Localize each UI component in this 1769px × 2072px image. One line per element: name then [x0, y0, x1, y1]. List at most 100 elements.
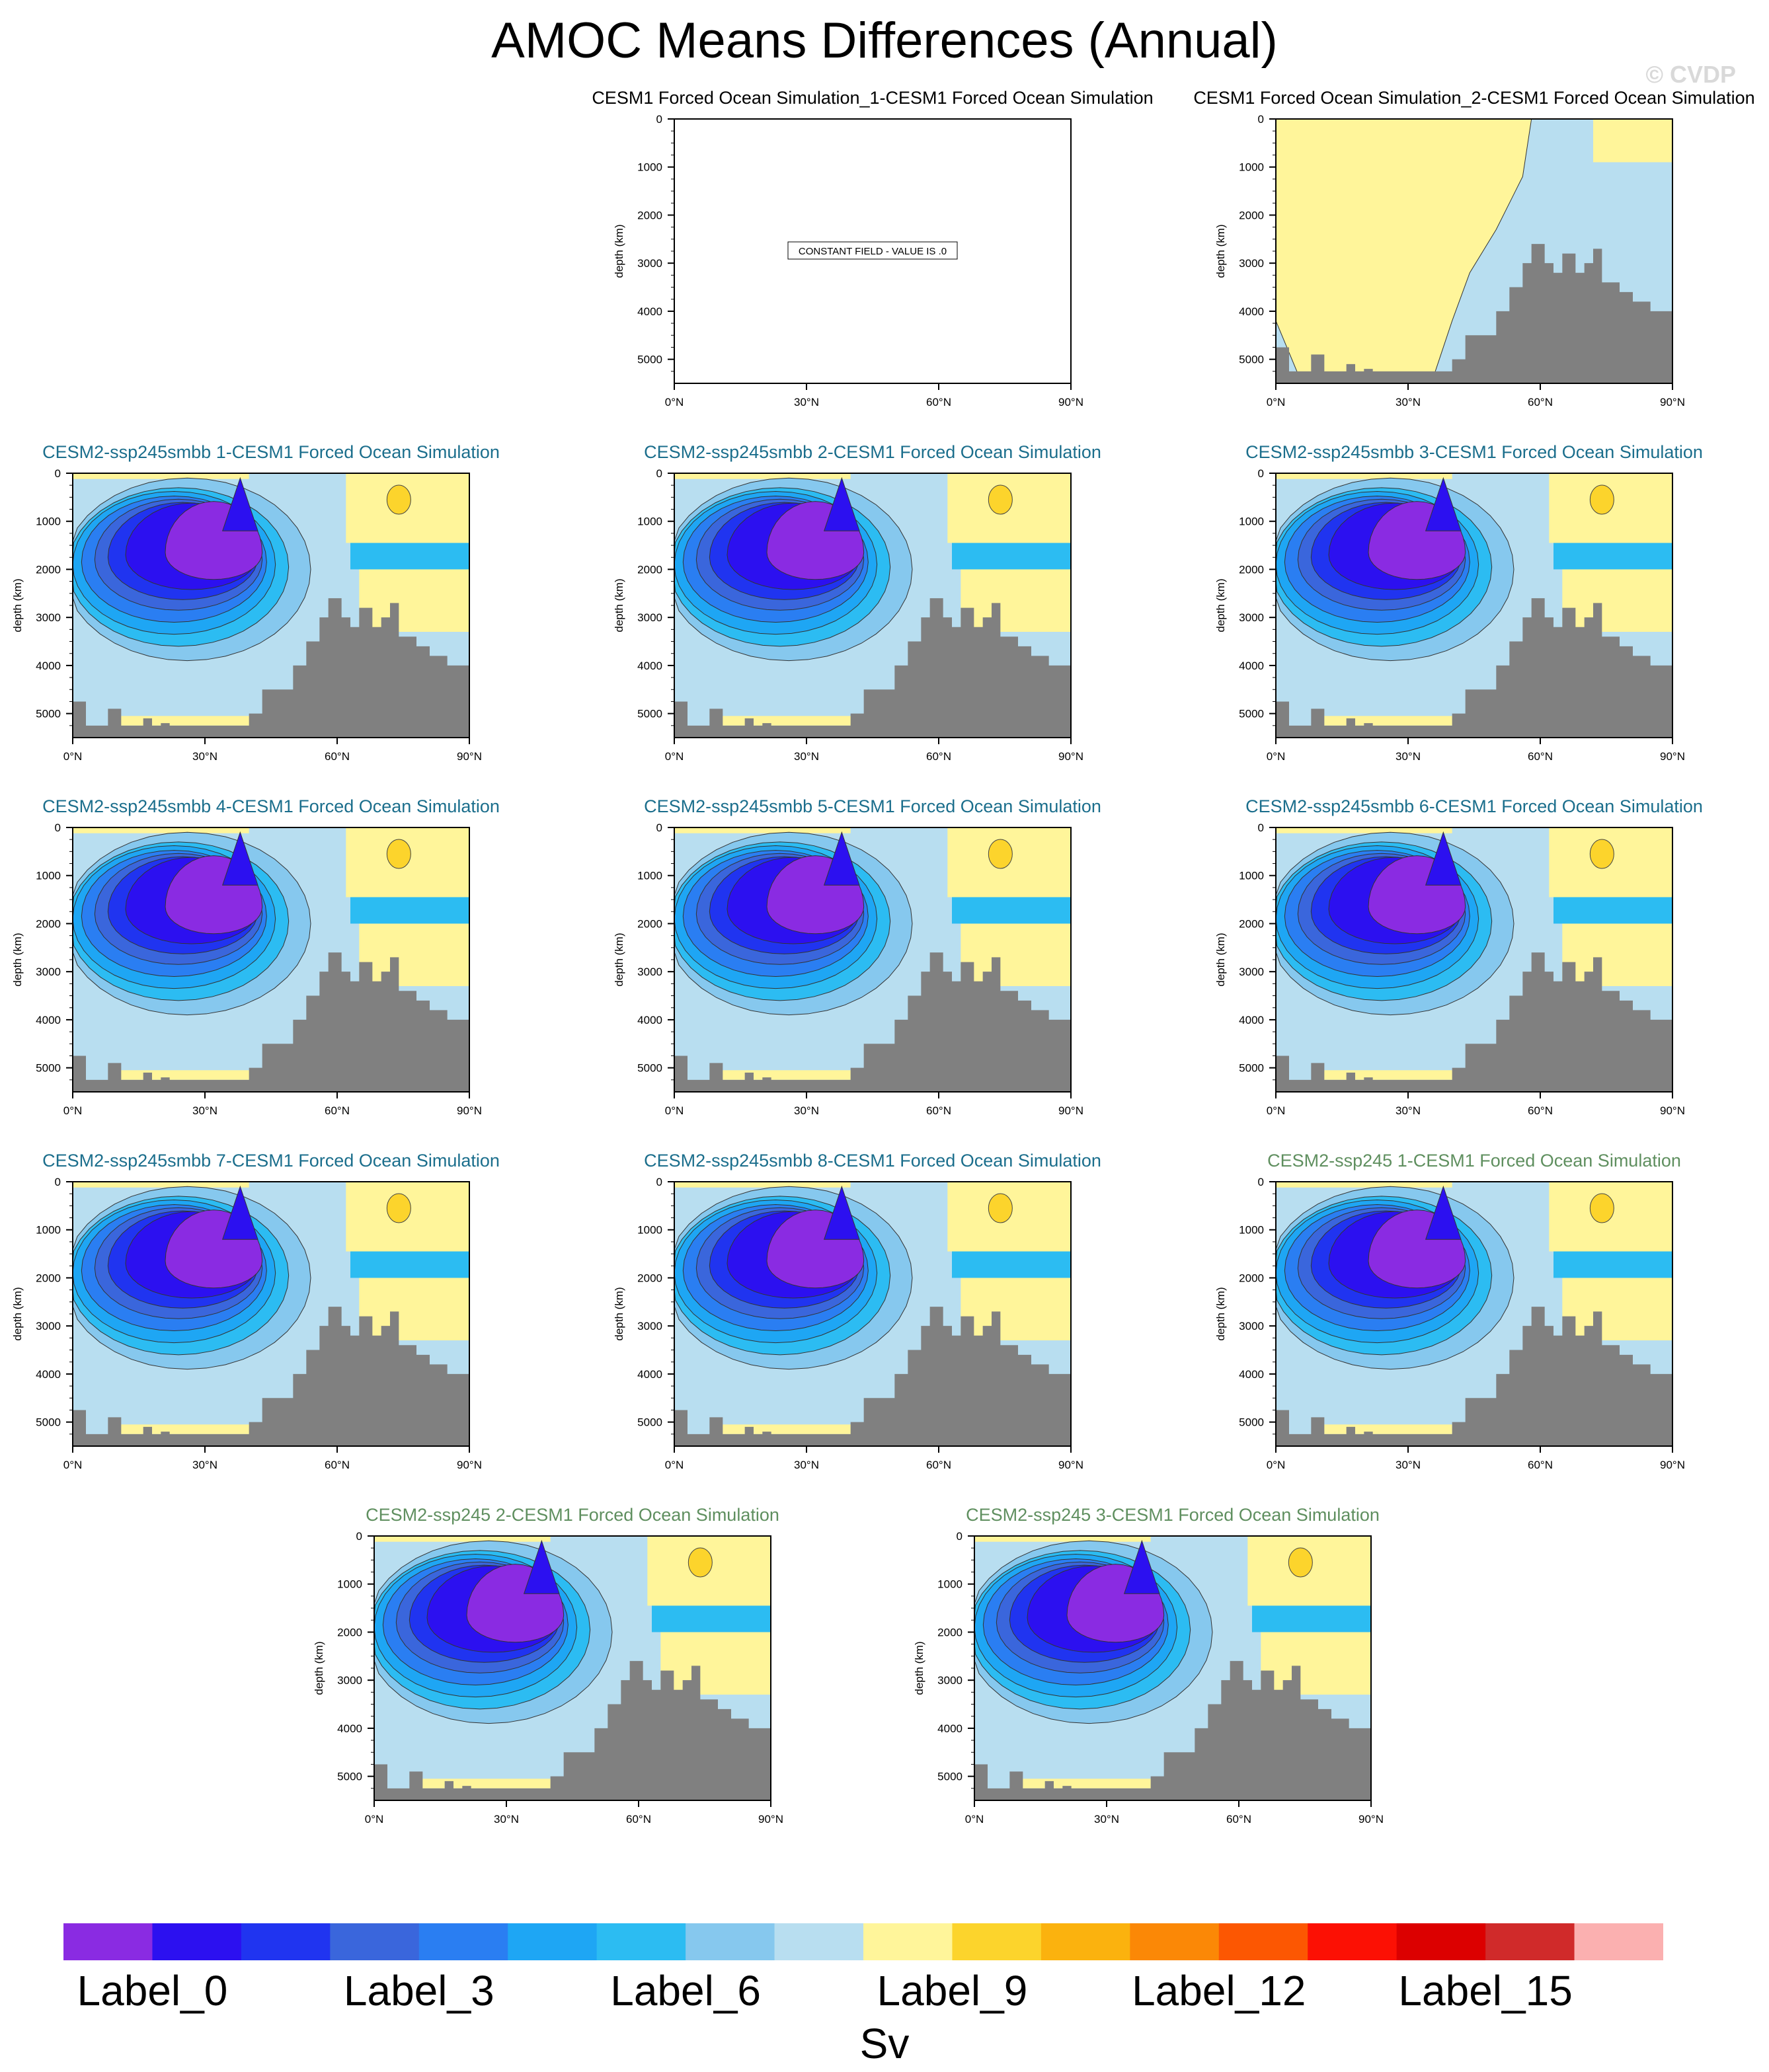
y-tick-label: 2000 — [637, 563, 662, 576]
surface-spike — [1123, 1539, 1160, 1594]
x-tick-label: 30°N — [192, 1459, 217, 1471]
y-tick-label: 3000 — [1239, 1320, 1264, 1332]
abyssal-patch — [116, 716, 258, 726]
y-tick-label: 2000 — [36, 917, 61, 930]
y-axis-label: depth (km) — [1214, 1287, 1227, 1340]
x-tick-label: 90°N — [1660, 750, 1685, 763]
panel-11: CESM2-ssp245 1-CESM1 Forced Ocean Simula… — [1203, 1150, 1699, 1494]
y-tick-label: 3000 — [36, 611, 61, 624]
x-tick-label: 30°N — [494, 1813, 519, 1825]
colorbar-swatch — [241, 1923, 331, 1960]
y-tick-label: 1000 — [1239, 870, 1264, 882]
deep-positive-region — [1562, 1278, 1672, 1340]
y-tick-label: 5000 — [1239, 1416, 1264, 1429]
y-tick-label: 0 — [957, 1530, 963, 1543]
x-tick-label: 60°N — [325, 1104, 350, 1117]
deep-positive-region — [1261, 1632, 1371, 1695]
surface-strip — [674, 1182, 851, 1188]
bathymetry — [1276, 598, 1672, 738]
x-tick-label: 0°N — [63, 1104, 83, 1117]
y-tick-label: 0 — [656, 467, 662, 480]
y-tick-label: 2000 — [337, 1626, 362, 1638]
field — [1276, 1182, 1672, 1446]
panel-plot: 0°N 30°N 60°N 90°N 0 1000 2000 3000 4000 5000 dept… — [913, 1530, 1384, 1825]
x-tick-label: 30°N — [794, 1104, 819, 1117]
x-tick-label: 60°N — [626, 1813, 651, 1825]
panel-title: CESM2-ssp245 3-CESM1 Forced Ocean Simula… — [966, 1505, 1380, 1525]
bathymetry — [1276, 952, 1672, 1092]
y-axis-label: depth (km) — [613, 224, 625, 278]
y-tick-label: 4000 — [36, 1014, 61, 1026]
arctic-maximum — [1589, 839, 1614, 869]
y-tick-label: 4000 — [937, 1722, 963, 1735]
x-tick-label: 30°N — [1094, 1813, 1119, 1825]
x-tick-label: 0°N — [1267, 750, 1286, 763]
y-tick-label: 4000 — [1239, 305, 1264, 318]
field — [1276, 827, 1672, 1092]
panel-plot: 0°N 30°N 60°N 90°N 0 1000 2000 3000 4000 5000 dept… — [1214, 822, 1685, 1117]
y-tick-label: 0 — [1258, 467, 1264, 480]
field — [73, 473, 469, 738]
field — [974, 1536, 1371, 1800]
plot-area: 0°N 30°N 60°N 90°N 0 1000 2000 3000 4000 5000 dept… — [613, 822, 1083, 1117]
y-tick-label: 1000 — [36, 1224, 61, 1237]
x-tick-label: 90°N — [1660, 1104, 1685, 1117]
plot-area: 0°N 30°N 60°N 90°N 0 1000 2000 3000 4000 5000 dept… — [613, 467, 1083, 763]
x-tick-label: 60°N — [1528, 396, 1553, 408]
y-axis-label: depth (km) — [1214, 933, 1227, 986]
panel-5: CESM2-ssp245smbb 3-CESM1 Forced Ocean Si… — [1203, 441, 1703, 785]
y-tick-label: 0 — [1258, 822, 1264, 834]
y-tick-label: 0 — [55, 822, 61, 834]
x-tick-label: 90°N — [1058, 750, 1083, 763]
x-tick-label: 60°N — [1226, 1813, 1251, 1825]
y-tick-label: 2000 — [637, 209, 662, 221]
deep-positive-region — [359, 1278, 469, 1340]
y-tick-label: 1000 — [637, 516, 662, 528]
surface-strip — [1276, 1182, 1452, 1188]
x-tick-label: 30°N — [192, 750, 217, 763]
panel-title: CESM2-ssp245smbb 7-CESM1 Forced Ocean Si… — [42, 1151, 500, 1170]
arctic-band — [1553, 897, 1672, 924]
y-axis-label: depth (km) — [913, 1641, 925, 1695]
abyssal-patch — [1319, 1070, 1461, 1080]
y-tick-label: 4000 — [637, 1014, 662, 1026]
surface-strip — [73, 1182, 249, 1188]
colorbar-swatch — [1308, 1923, 1397, 1960]
surface-spike — [1425, 1185, 1462, 1240]
y-axis-label: depth (km) — [313, 1641, 325, 1695]
x-tick-label: 90°N — [457, 1104, 482, 1117]
field — [1276, 473, 1672, 738]
plot-area: 0°N 30°N 60°N 90°N 0 1000 2000 3000 4000 5000 dept… — [1214, 467, 1685, 763]
panel-plot: 0°N 30°N 60°N 90°N 0 1000 2000 3000 4000 5000 dept… — [11, 467, 482, 763]
surface-strip — [374, 1536, 551, 1542]
colorbar-units: Sv — [859, 2020, 910, 2067]
panel-13: CESM2-ssp245 3-CESM1 Forced Ocean Simula… — [902, 1504, 1397, 1848]
panel-title: CESM1 Forced Ocean Simulation_1-CESM1 Fo… — [592, 88, 1154, 108]
y-tick-label: 4000 — [36, 1368, 61, 1381]
arctic-band — [350, 1251, 469, 1278]
bathymetry — [1276, 244, 1672, 383]
panel-title: CESM2-ssp245smbb 4-CESM1 Forced Ocean Si… — [42, 796, 500, 816]
colorbar-label: Label_6 — [610, 1967, 761, 2014]
y-tick-label: 2000 — [1239, 563, 1264, 576]
y-tick-label: 4000 — [637, 305, 662, 318]
panel-plot: 0°N 30°N 60°N 90°N 0 1000 2000 3000 4000 5000 dept… — [11, 822, 482, 1117]
colorbar-swatch — [330, 1923, 420, 1960]
panel-4: CESM2-ssp245smbb 2-CESM1 Forced Ocean Si… — [602, 441, 1101, 785]
surface-strip — [73, 473, 249, 479]
deep-positive-region — [1562, 923, 1672, 986]
x-tick-label: 90°N — [1660, 1459, 1685, 1471]
arctic-band — [350, 543, 469, 570]
panel-10: CESM2-ssp245smbb 8-CESM1 Forced Ocean Si… — [602, 1150, 1101, 1494]
colorbar-swatch — [1396, 1923, 1486, 1960]
plot-area: 0°N 30°N 60°N 90°N 0 1000 2000 3000 4000 5000 dept… — [313, 1530, 783, 1825]
y-tick-label: 0 — [55, 1176, 61, 1188]
y-tick-label: 0 — [656, 1176, 662, 1188]
colorbar-swatch — [1485, 1923, 1575, 1960]
colorbar-swatch — [863, 1923, 953, 1960]
plot-area: 0°N 30°N 60°N 90°N 0 1000 2000 3000 4000 5000 dept… — [11, 1176, 482, 1471]
arctic-maximum — [1589, 484, 1614, 515]
arctic-maximum — [988, 1193, 1013, 1223]
abyssal-patch — [718, 1070, 859, 1080]
colorbar-swatch — [508, 1923, 598, 1960]
